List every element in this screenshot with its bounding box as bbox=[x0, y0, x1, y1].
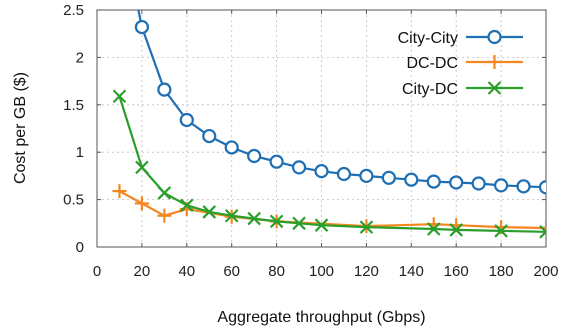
x-tick-label: 80 bbox=[268, 263, 285, 280]
data-point-b bbox=[449, 223, 463, 237]
data-point bbox=[292, 216, 306, 231]
data-point bbox=[134, 196, 149, 211]
data-point bbox=[471, 176, 486, 191]
data-point-b bbox=[539, 230, 546, 239]
data-point-b bbox=[494, 224, 508, 238]
series-line bbox=[137, 10, 546, 189]
legend-label: City-DC bbox=[402, 81, 458, 98]
data-point bbox=[202, 128, 217, 144]
data-point bbox=[269, 214, 284, 229]
series-dc-dc bbox=[112, 184, 546, 236]
x-tick-label: 60 bbox=[223, 263, 240, 280]
data-point bbox=[269, 154, 284, 169]
x-tick-label: 180 bbox=[489, 263, 514, 280]
data-point bbox=[538, 180, 546, 195]
data-point bbox=[449, 223, 463, 237]
data-point bbox=[381, 170, 396, 185]
y-tick-label: 2 bbox=[76, 49, 84, 66]
data-point bbox=[180, 198, 194, 213]
data-point bbox=[291, 160, 307, 175]
data-point bbox=[449, 175, 464, 190]
data-point-b bbox=[359, 220, 374, 234]
y-tick-label: 0.5 bbox=[63, 192, 84, 209]
data-point bbox=[157, 82, 172, 97]
data-point bbox=[359, 168, 374, 183]
data-point bbox=[359, 220, 374, 234]
y-tick-label: 1.5 bbox=[63, 97, 84, 114]
y-tick-label: 2.5 bbox=[63, 2, 84, 19]
data-point bbox=[494, 224, 508, 238]
data-point bbox=[135, 160, 149, 175]
series-city-city bbox=[134, 10, 546, 195]
legend-item: City-City bbox=[398, 29, 523, 47]
data-point-a bbox=[539, 225, 546, 234]
x-tick-label: 200 bbox=[533, 263, 558, 280]
data-point bbox=[516, 179, 531, 194]
legend-marker-b bbox=[487, 81, 502, 95]
x-tick-label: 40 bbox=[178, 263, 195, 280]
legend-item: City-DC bbox=[402, 81, 523, 98]
y-tick-label: 0 bbox=[76, 239, 84, 256]
y-axis-title: Cost per GB ($) bbox=[12, 72, 29, 184]
data-point bbox=[494, 178, 509, 193]
data-point bbox=[112, 184, 127, 199]
data-point-b bbox=[202, 205, 217, 219]
x-tick-label: 160 bbox=[444, 263, 469, 280]
legend-marker bbox=[487, 81, 502, 95]
data-point bbox=[314, 218, 329, 232]
data-point-b bbox=[426, 222, 441, 236]
legend: City-City DC-DC City-DC bbox=[398, 29, 523, 98]
x-tick-label: 120 bbox=[354, 263, 379, 280]
x-axis: 0 20 40 60 80 100 120 140 160 180 200 bbox=[93, 10, 559, 280]
legend-marker bbox=[487, 55, 502, 69]
data-point bbox=[247, 211, 261, 226]
data-point bbox=[224, 140, 239, 155]
y-tick-label: 1 bbox=[76, 144, 84, 161]
x-tick-label: 100 bbox=[309, 263, 334, 280]
series-city-dc bbox=[112, 89, 546, 239]
data-point-b bbox=[247, 211, 261, 226]
data-point bbox=[112, 89, 127, 104]
x-tick-label: 0 bbox=[93, 263, 101, 280]
x-tick-label: 20 bbox=[134, 263, 151, 280]
data-point bbox=[314, 164, 329, 179]
data-point-b bbox=[269, 214, 284, 229]
x-axis-title: Aggregate throughput (Gbps) bbox=[217, 309, 425, 326]
legend-label: City-City bbox=[398, 30, 458, 47]
data-point-b bbox=[224, 208, 239, 223]
data-point bbox=[404, 172, 419, 187]
data-point bbox=[134, 19, 149, 35]
data-point bbox=[202, 205, 217, 219]
legend-marker bbox=[487, 29, 502, 45]
data-point-b bbox=[135, 160, 149, 175]
data-point-b bbox=[112, 89, 127, 104]
x-tick-label: 140 bbox=[399, 263, 424, 280]
data-point-b bbox=[157, 186, 172, 200]
data-point-b bbox=[180, 198, 194, 213]
legend-label: DC-DC bbox=[406, 55, 458, 72]
data-point bbox=[336, 166, 352, 182]
legend-item: DC-DC bbox=[406, 55, 523, 72]
series-layer bbox=[112, 10, 546, 239]
data-point bbox=[247, 148, 262, 164]
data-point bbox=[426, 222, 441, 236]
data-point bbox=[179, 112, 194, 128]
data-point bbox=[539, 225, 546, 239]
data-point bbox=[426, 174, 441, 189]
data-point-b bbox=[314, 218, 329, 232]
data-point bbox=[157, 208, 172, 223]
data-point bbox=[224, 208, 239, 223]
data-point-b bbox=[292, 216, 306, 231]
y-axis: 0 0.5 1 1.5 2 2.5 bbox=[63, 2, 546, 256]
data-point bbox=[157, 186, 172, 200]
